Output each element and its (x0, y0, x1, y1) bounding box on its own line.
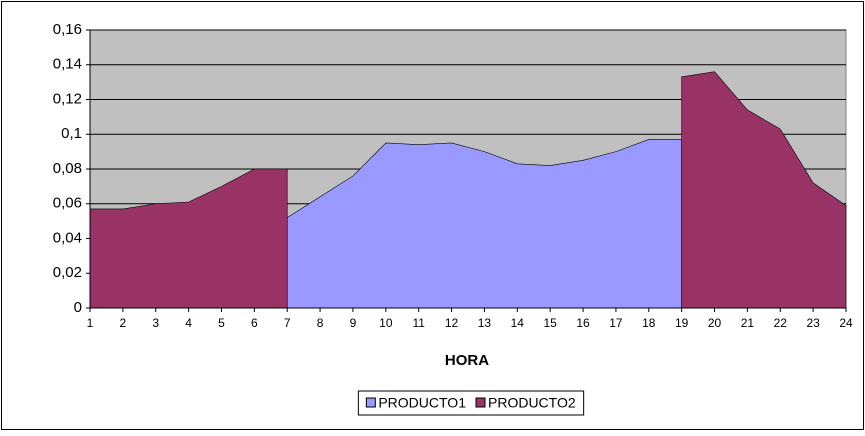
x-tick-label: 20 (708, 316, 722, 330)
x-tick-label: 16 (576, 316, 590, 330)
x-tick-label: 14 (511, 316, 525, 330)
legend (357, 390, 585, 416)
legend-swatch (365, 397, 376, 408)
y-tick-label: 0,08 (53, 160, 82, 177)
area (286, 139, 682, 309)
y-tick-label: 0,06 (53, 195, 82, 212)
x-tick-label: 9 (350, 316, 357, 330)
x-tick-label: 10 (379, 316, 393, 330)
y-tick-label: 0,04 (53, 229, 82, 246)
x-tick-label: 4 (185, 316, 192, 330)
y-tick-label: 0,1 (61, 125, 82, 142)
x-tick-label: 21 (741, 316, 755, 330)
x-tick-label: 11 (412, 316, 425, 330)
x-tick-label: 1 (87, 316, 94, 330)
x-tick-label: 3 (152, 316, 159, 330)
legend-label: PRODUCTO2 (488, 395, 576, 411)
area (89, 71, 847, 309)
x-axis-title: HORA (445, 352, 489, 369)
x-tick-label: 22 (774, 316, 788, 330)
x-tick-label: 15 (543, 316, 557, 330)
x-tick-label: 2 (120, 316, 127, 330)
legend-label: PRODUCTO1 (378, 395, 466, 411)
x-tick-label: 18 (642, 316, 656, 330)
x-tick-label: 13 (478, 316, 492, 330)
y-tick-label: 0 (74, 299, 82, 316)
x-tick-label: 12 (445, 316, 459, 330)
legend-swatch (475, 397, 486, 408)
x-tick-label: 17 (609, 316, 623, 330)
y-tick-label: 0,14 (53, 56, 82, 73)
y-tick-label: 0,16 (53, 21, 82, 38)
y-tick-label: 0,02 (53, 264, 82, 281)
x-tick-label: 24 (839, 316, 853, 330)
x-tick-label: 19 (675, 316, 689, 330)
x-tick-label: 6 (251, 316, 258, 330)
x-tick-label: 23 (806, 316, 820, 330)
x-tick-label: 7 (284, 316, 291, 330)
y-tick-label: 0,12 (53, 90, 82, 107)
x-tick-label: 8 (317, 316, 324, 330)
x-tick-label: 5 (218, 316, 225, 330)
